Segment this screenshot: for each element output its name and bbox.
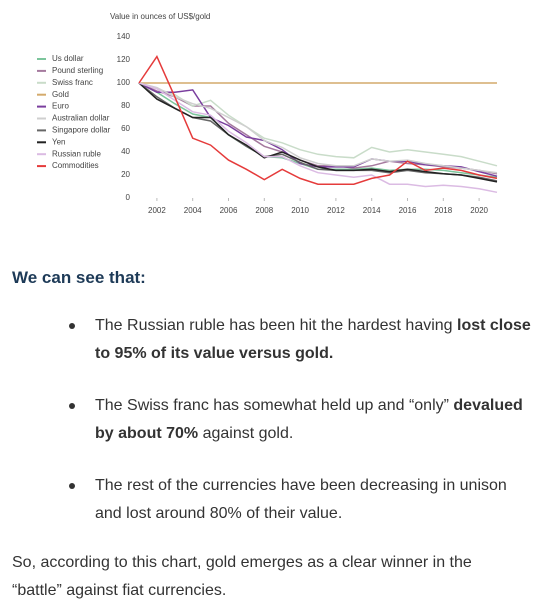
- bullet-list: The Russian ruble has been hit the harde…: [0, 312, 540, 552]
- bullet-text: The Swiss franc has somewhat held up and…: [95, 397, 454, 414]
- legend-label: Swiss franc: [52, 78, 93, 87]
- heading: We can see that:: [12, 268, 146, 287]
- bullet-text: lost close to 95% of its value versus go…: [95, 317, 531, 362]
- series-line: [138, 82, 498, 177]
- series-line: [138, 55, 498, 185]
- bullet-text: against gold.: [198, 425, 294, 442]
- y-axis-label: Value in ounces of US$/gold: [110, 12, 210, 21]
- y-tick-label: 20: [121, 170, 130, 179]
- y-tick-label: 100: [117, 78, 131, 87]
- series-line: [138, 82, 498, 194]
- y-tick-label: 120: [117, 55, 131, 64]
- series-line: [138, 82, 498, 175]
- legend-label: Commodities: [52, 161, 99, 170]
- x-tick-label: 2012: [327, 206, 345, 215]
- x-tick-label: 2006: [220, 206, 238, 215]
- legend-label: Gold: [52, 90, 69, 99]
- y-tick-label: 140: [117, 32, 131, 41]
- y-tick-label: 60: [121, 124, 130, 133]
- x-tick-label: 2008: [255, 206, 273, 215]
- y-tick-label: 80: [121, 101, 130, 110]
- legend-label: Pound sterling: [52, 66, 103, 75]
- x-tick-label: 2016: [399, 206, 417, 215]
- x-tick-label: 2020: [470, 206, 488, 215]
- series-line: [138, 82, 498, 183]
- chart: Value in ounces of US$/gold 0 20 40 60 80 100…: [37, 12, 498, 215]
- x-tick-label: 2010: [291, 206, 309, 215]
- legend-label: Yen: [52, 137, 66, 146]
- series-line: [138, 82, 498, 174]
- legend-label: Russian ruble: [52, 149, 101, 158]
- x-tick-label: 2002: [148, 206, 166, 215]
- legend-label: Us dollar: [52, 54, 84, 63]
- x-tick-label: 2014: [363, 206, 381, 215]
- bullet: The Swiss franc has somewhat held up and…: [0, 392, 535, 448]
- legend-label: Australian dollar: [52, 114, 110, 123]
- legend-label: Euro: [52, 102, 69, 111]
- bullet: The Russian ruble has been hit the harde…: [0, 312, 535, 368]
- x-tick-label: 2004: [184, 206, 202, 215]
- bullet-text: The Russian ruble has been hit the harde…: [95, 317, 458, 334]
- conclusion: So, according to this chart, gold emerge…: [12, 554, 472, 599]
- bullet: The rest of the currencies have been dec…: [0, 472, 535, 528]
- series-line: [138, 82, 498, 167]
- y-tick-label: 40: [121, 147, 130, 156]
- bullet-text: devalued by about 70%: [95, 397, 523, 442]
- legend-label: Singapore dollar: [52, 126, 111, 135]
- y-tick-label: 0: [126, 193, 131, 202]
- x-tick-label: 2018: [434, 206, 452, 215]
- bullet-text: The rest of the currencies have been dec…: [95, 477, 507, 522]
